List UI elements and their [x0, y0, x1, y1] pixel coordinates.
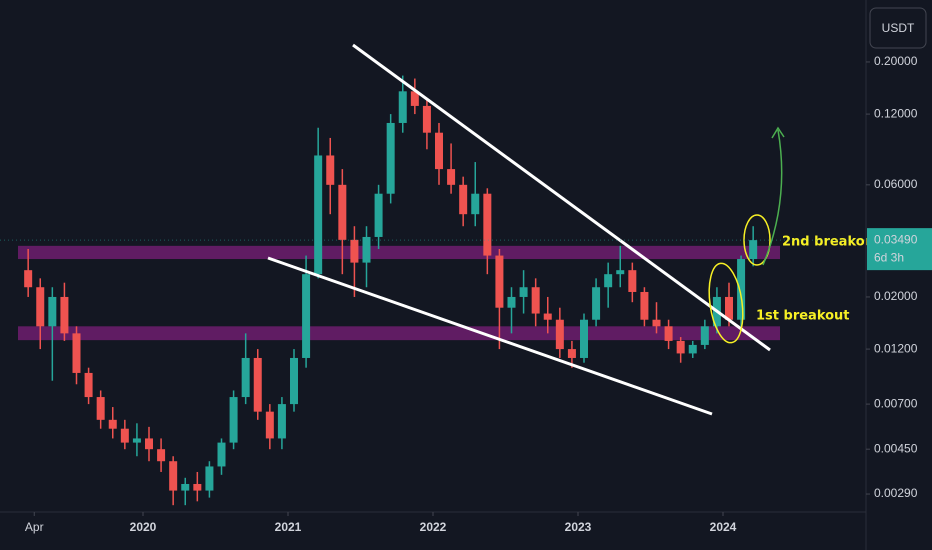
candle-body: [483, 193, 492, 256]
candle-body: [471, 193, 480, 215]
candle-body: [652, 319, 661, 327]
annotation: 1st breakout: [756, 309, 850, 324]
candle-body: [543, 313, 552, 320]
highlight-ellipse: [708, 262, 744, 344]
currency-button[interactable]: [869, 7, 927, 49]
candle-body: [205, 466, 214, 491]
candle-body: [229, 397, 238, 443]
annotation: 2nd breakout: [782, 235, 880, 250]
countdown-label: 6d 3h: [874, 250, 904, 264]
zones: [18, 245, 780, 341]
x-tick-label: 2024: [710, 520, 737, 534]
candle-body: [435, 132, 443, 170]
candle-body: [326, 155, 335, 185]
arrow-head: [771, 126, 785, 139]
x-tick-label: 2023: [565, 520, 592, 534]
arrow: [762, 129, 783, 266]
candle-body: [277, 404, 286, 439]
trend-line: [267, 256, 713, 416]
x-tick-label: 2022: [420, 520, 447, 534]
candle-body: [580, 319, 588, 358]
candle-body: [507, 296, 516, 308]
candle-body: [495, 255, 504, 308]
candle-body: [555, 319, 564, 350]
last-price-tag: [867, 228, 932, 271]
candle-body: [374, 193, 383, 237]
candle-body: [350, 239, 359, 263]
last-price-label: 0.03490: [874, 232, 918, 246]
candle-body: [688, 344, 697, 354]
candle-body: [737, 259, 746, 320]
candle-body: [604, 274, 613, 288]
candle-body: [616, 270, 625, 275]
candle-body: [410, 91, 419, 106]
candle-body: [567, 349, 576, 358]
candle-body: [193, 483, 202, 491]
candle-body: [338, 184, 347, 240]
y-tick-label: 0.00700: [874, 396, 918, 410]
candle-body: [290, 357, 298, 405]
candle-body: [700, 326, 709, 345]
zone: [18, 326, 780, 341]
candle-body: [24, 270, 33, 288]
candle-body: [362, 236, 371, 263]
candle-body: [519, 287, 528, 297]
zone: [18, 245, 780, 260]
candle-body: [60, 296, 69, 334]
candle-body: [48, 296, 57, 327]
candle-body: [725, 296, 733, 320]
candle-body: [386, 122, 395, 194]
candle-body: [640, 291, 649, 320]
candle-body: [253, 357, 262, 412]
candle-body: [181, 483, 190, 491]
candle-body: [749, 240, 758, 260]
candle-body: [169, 461, 178, 491]
candle-body: [241, 357, 250, 398]
y-tick-label: 0.00290: [874, 486, 918, 500]
x-tick-label: Apr: [25, 520, 44, 534]
candle-body: [459, 184, 468, 215]
y-tick-label: 0.00450: [874, 441, 918, 455]
y-tick-label: 0.01200: [874, 341, 918, 355]
candle-body: [302, 274, 311, 358]
candle-body: [108, 419, 117, 429]
candle-body: [676, 340, 685, 354]
candle-body: [145, 438, 153, 450]
candle-body: [628, 270, 637, 292]
y-tick-label: 0.12000: [874, 106, 918, 120]
y-tick-label: 0.02000: [874, 289, 918, 303]
y-tick-label: 0.06000: [874, 177, 918, 191]
candle-body: [422, 105, 431, 133]
y-tick-label: 0.20000: [874, 54, 918, 68]
candle-body: [132, 438, 141, 443]
candle-body: [96, 397, 105, 420]
candle-body: [664, 326, 673, 341]
candle-body: [592, 287, 601, 320]
axes: 0.20000 0.12000 0.06000 0.02000 0.01200 0.007…: [0, 54, 932, 534]
candle-body: [447, 169, 456, 185]
candle-body: [84, 372, 93, 398]
candle-body: [217, 442, 226, 467]
candle-body: [36, 287, 45, 327]
currency-label: USDT: [882, 21, 915, 35]
candle-body: [157, 449, 166, 462]
candle-body: [314, 155, 323, 275]
candles: [24, 75, 758, 506]
candle-body: [72, 333, 81, 373]
candle-body: [120, 428, 129, 443]
x-tick-label: 2020: [130, 520, 157, 534]
candle-body: [265, 411, 274, 439]
candle-body: [398, 91, 407, 123]
candle-body: [531, 287, 540, 314]
x-tick-label: 2021: [275, 520, 302, 534]
trend-line: [352, 43, 771, 352]
